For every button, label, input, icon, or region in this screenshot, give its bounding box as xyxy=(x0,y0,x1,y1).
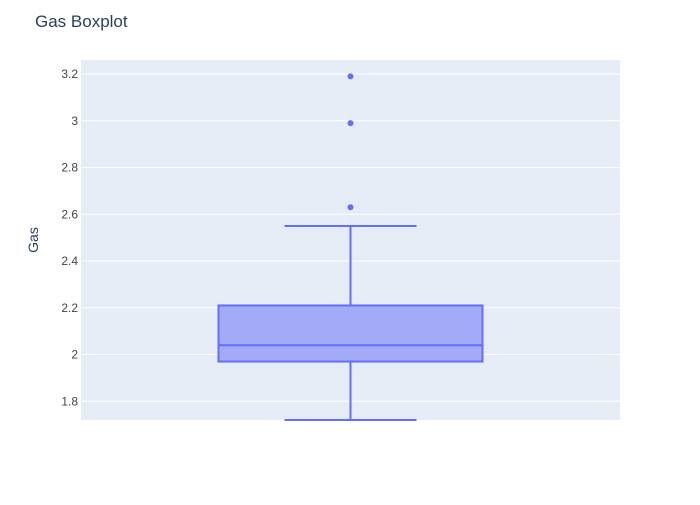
y-tick-label: 2.2 xyxy=(61,301,78,315)
y-tick-label: 1.8 xyxy=(61,394,78,408)
y-tick-labels: 1.8 2 2.2 2.4 2.6 2.8 3 3.2 xyxy=(61,67,78,408)
y-tick-label: 3.2 xyxy=(61,67,78,81)
iqr-box xyxy=(217,304,484,363)
y-tick-label: 2.4 xyxy=(61,254,78,268)
y-tick-label: 3 xyxy=(71,114,78,128)
outlier-point xyxy=(347,120,354,127)
chart-title: Gas Boxplot xyxy=(35,12,128,31)
outlier-point xyxy=(347,73,354,80)
y-tick-label: 2.6 xyxy=(61,207,78,221)
y-tick-label: 2 xyxy=(71,348,78,362)
y-tick-label: 2.8 xyxy=(61,161,78,175)
box-plot xyxy=(217,73,484,421)
outlier-point xyxy=(347,204,354,211)
y-axis-label: Gas xyxy=(25,227,41,253)
